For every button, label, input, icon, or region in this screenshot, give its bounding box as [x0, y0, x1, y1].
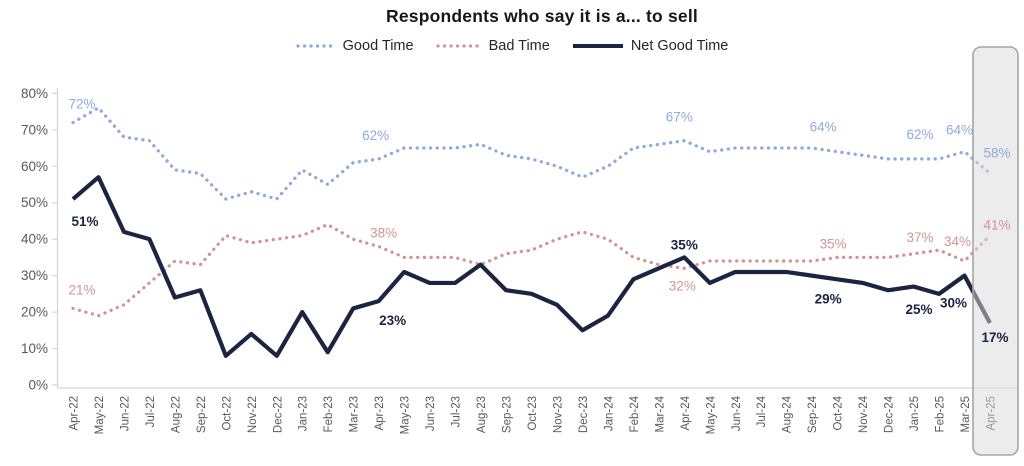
y-axis-label: 70%	[21, 122, 48, 137]
x-axis-label: Oct-23	[527, 396, 539, 431]
data-label-good-apr-25: 58%	[983, 146, 1010, 161]
x-axis-label: Aug-22	[170, 396, 182, 433]
data-label-net-feb-25: 25%	[906, 302, 933, 317]
data-label-bad-apr-23: 38%	[370, 225, 397, 240]
x-axis-label: Nov-22	[247, 396, 259, 433]
x-axis-label: Jul-22	[145, 396, 157, 427]
legend-label-net-good-time: Net Good Time	[630, 38, 729, 54]
x-axis-label: Feb-24	[629, 395, 641, 432]
y-axis-label: 20%	[21, 305, 48, 320]
x-axis-label: Apr-22	[69, 396, 81, 431]
x-axis-label: Oct-24	[833, 395, 845, 430]
x-axis-label: Jan-25	[909, 396, 921, 431]
legend-label-good-time: Good Time	[342, 38, 414, 54]
data-label-net-apr-25: 17%	[981, 330, 1008, 345]
y-axis-label: 10%	[21, 341, 48, 356]
x-axis-label: May-22	[94, 396, 106, 434]
x-axis-label: Apr-23	[374, 396, 386, 431]
data-label-bad-apr-24: 32%	[669, 278, 696, 293]
series-line-bad-time	[71, 222, 992, 318]
series-line-good-time	[71, 106, 992, 201]
data-label-good-mar-25: 64%	[946, 123, 973, 138]
x-axis-label: Sep-22	[196, 396, 208, 433]
x-axis-label: Apr-24	[680, 395, 692, 430]
x-axis-label: Dec-23	[578, 396, 590, 433]
data-label-good-feb-25: 62%	[907, 127, 934, 142]
highlight-band-apr-25	[972, 46, 1019, 456]
x-axis-label: Mar-23	[349, 396, 361, 432]
x-axis-label: Mar-24	[654, 395, 666, 432]
x-axis-label: Sep-24	[807, 395, 819, 433]
legend-item-good-time: Good Time	[296, 38, 414, 54]
data-label-net-oct-24: 29%	[815, 291, 842, 306]
x-axis-label: Sep-23	[502, 396, 514, 433]
x-axis-label: Nov-24	[858, 395, 870, 433]
good-time-dotted-line-icon	[296, 44, 336, 48]
x-axis-label: Feb-25	[935, 396, 947, 432]
data-label-bad-feb-25: 37%	[907, 230, 934, 245]
x-axis-label: Mar-25	[960, 396, 972, 432]
y-axis-label: 40%	[21, 232, 48, 247]
legend-item-net-good-time: Net Good Time	[572, 38, 729, 54]
legend-item-bad-time: Bad Time	[435, 38, 550, 54]
data-label-bad-apr-22: 21%	[68, 282, 95, 297]
x-axis-label: Jun-24	[731, 395, 743, 431]
chart-title: Respondents who say it is a... to sell	[386, 6, 698, 26]
x-axis-label: Jun-23	[425, 396, 437, 431]
x-axis-label: Jan-24	[603, 395, 615, 431]
bad-time-dotted-line-icon	[435, 44, 482, 48]
y-axis-label: 80%	[21, 86, 48, 101]
data-label-good-apr-23: 62%	[362, 128, 389, 143]
y-axis-label: 50%	[21, 195, 48, 210]
x-axis-label: Oct-22	[221, 396, 233, 431]
x-axis-label: Jun-22	[119, 396, 131, 431]
x-axis-label: Jul-23	[451, 396, 463, 427]
legend-label-bad-time: Bad Time	[488, 38, 550, 54]
data-label-good-apr-22: 72%	[68, 97, 95, 112]
y-axis-label: 30%	[21, 268, 48, 283]
series-line-net-time	[71, 175, 992, 358]
data-label-bad-mar-25: 34%	[944, 234, 971, 249]
x-axis-label: Aug-24	[782, 395, 794, 433]
net-good-time-solid-line-icon	[572, 44, 623, 48]
x-axis-label: May-24	[705, 395, 717, 434]
y-axis-label: 0%	[28, 378, 48, 393]
x-axis-label: Dec-22	[272, 396, 284, 433]
data-label-bad-apr-25: 41%	[983, 218, 1010, 233]
data-label-net-apr-23: 23%	[379, 313, 406, 328]
x-axis-label: May-23	[400, 396, 412, 434]
data-label-bad-oct-24: 35%	[820, 236, 847, 251]
x-axis-label: Jul-24	[756, 395, 768, 427]
chart-legend: Good Time Bad Time Net Good Time	[0, 38, 1024, 54]
x-axis-label: Nov-23	[552, 396, 564, 433]
data-label-net-mar-25: 30%	[940, 296, 967, 311]
data-label-net-apr-22: 51%	[71, 214, 98, 229]
x-axis-label: Jan-23	[298, 396, 310, 431]
x-axis-label: Aug-23	[476, 396, 488, 433]
y-axis-label: 60%	[21, 159, 48, 174]
data-label-good-apr-24: 67%	[666, 110, 693, 125]
data-label-net-apr-24: 35%	[671, 237, 698, 252]
data-label-good-oct-24: 64%	[810, 120, 837, 135]
x-axis-label: Feb-23	[323, 396, 335, 432]
x-axis-label: Dec-24	[884, 395, 896, 433]
